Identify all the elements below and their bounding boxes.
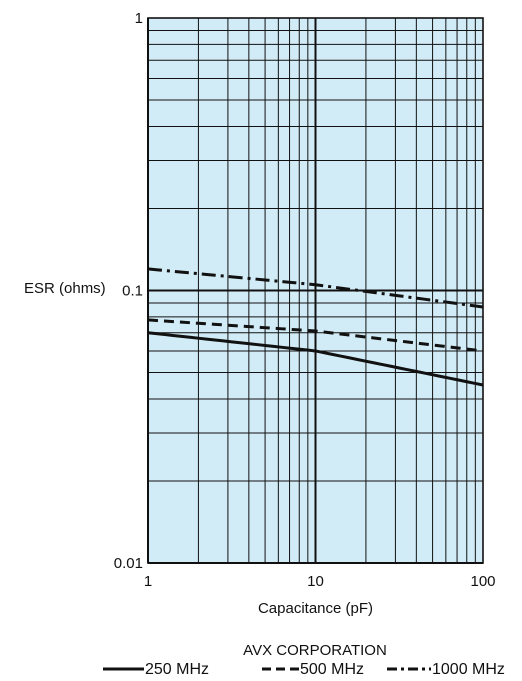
x-tick-label: 100 xyxy=(470,573,495,590)
grid xyxy=(147,18,483,564)
tick-labels: 1 10 100 0.01 0.1 1 xyxy=(114,10,496,590)
legend-label: 500 MHz xyxy=(300,661,364,678)
y-tick-label: 0.1 xyxy=(122,283,143,300)
series-line-500-mhz xyxy=(147,318,484,353)
y-axis-label: ESR (ohms) xyxy=(24,280,106,297)
y-tick-label: 1 xyxy=(135,10,143,27)
legend: 250 MHz 500 MHz 1000 MHz xyxy=(103,661,505,678)
series-line-1000-mhz xyxy=(147,267,484,309)
x-tick-label: 1 xyxy=(144,573,152,590)
legend-label: 250 MHz xyxy=(145,661,209,678)
series-line-250-mhz xyxy=(147,331,484,387)
x-tick-label: 10 xyxy=(307,573,324,590)
legend-label: 1000 MHz xyxy=(432,661,505,678)
company-caption: AVX CORPORATION xyxy=(243,642,387,659)
x-axis-label: Capacitance (pF) xyxy=(258,600,373,617)
y-tick-label: 0.01 xyxy=(114,555,143,572)
plot-frame xyxy=(147,17,484,564)
series-lines xyxy=(147,267,484,387)
